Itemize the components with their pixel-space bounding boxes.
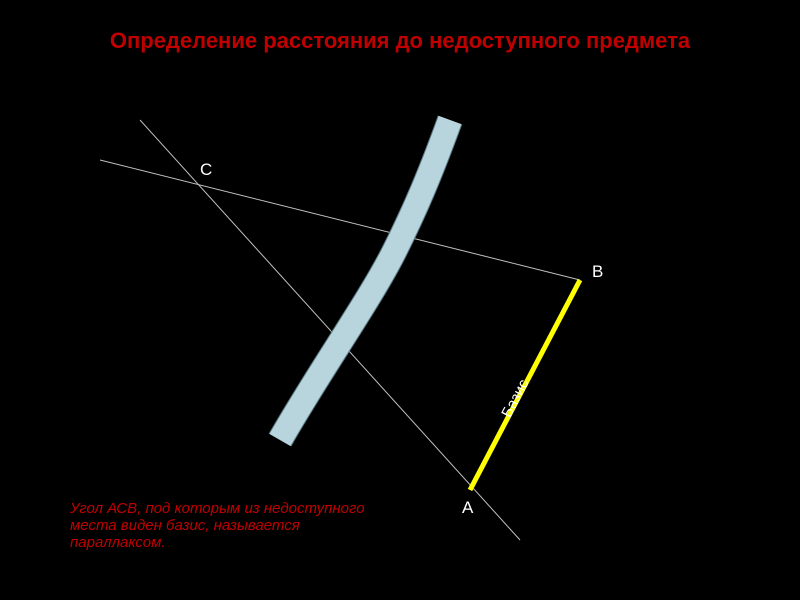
river-path xyxy=(280,120,450,440)
line-bc xyxy=(100,160,580,280)
label-c: С xyxy=(200,160,212,180)
label-a: А xyxy=(462,498,473,518)
label-b: В xyxy=(592,262,603,282)
slide-frame: Определение расстояния до недоступного п… xyxy=(0,0,800,600)
line-ac xyxy=(140,120,520,540)
slide-caption: Угол АСВ, под которым из недоступного ме… xyxy=(70,500,390,551)
